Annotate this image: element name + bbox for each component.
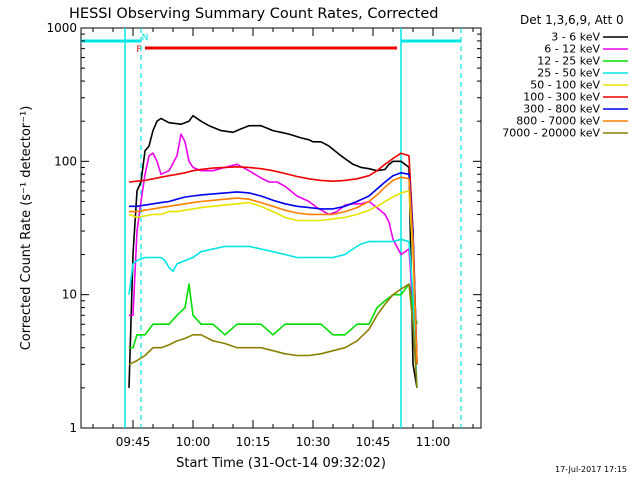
series-line-7 bbox=[129, 172, 418, 365]
legend-header: Det 1,3,6,9, Att 0 bbox=[520, 13, 624, 27]
series-line-1 bbox=[128, 114, 418, 389]
y-tick-label: 1 bbox=[69, 421, 77, 435]
series-line-8 bbox=[129, 176, 418, 365]
legend-label: 300 - 800 keV bbox=[523, 103, 600, 116]
flag-label-n: N bbox=[142, 33, 149, 43]
night-lines bbox=[124, 28, 462, 428]
x-tick-label: 11:00 bbox=[416, 435, 451, 449]
legend-label: 50 - 100 keV bbox=[530, 79, 600, 92]
x-tick-label: 10:00 bbox=[176, 435, 211, 449]
flag-bars: NF bbox=[81, 33, 461, 55]
series-line-3 bbox=[129, 283, 418, 349]
legend-label: 7000 - 20000 keV bbox=[502, 127, 600, 140]
legend-label: 25 - 50 keV bbox=[537, 67, 600, 80]
series-line-9 bbox=[128, 283, 418, 388]
plot-frame bbox=[80, 27, 482, 429]
legend-label: 6 - 12 keV bbox=[544, 43, 600, 56]
legend-label: 3 - 6 keV bbox=[551, 31, 600, 44]
y-axis: 1 10 100 1000 bbox=[46, 21, 481, 435]
series-line-4 bbox=[128, 238, 418, 388]
x-tick-label: 09:45 bbox=[116, 435, 151, 449]
legend-label: 12 - 25 keV bbox=[537, 55, 600, 68]
x-tick-label: 10:45 bbox=[356, 435, 391, 449]
series-line-5 bbox=[128, 190, 418, 365]
x-tick-label: 10:30 bbox=[296, 435, 331, 449]
legend-label: 100 - 300 keV bbox=[523, 91, 600, 104]
y-tick-label: 100 bbox=[54, 154, 77, 168]
series-line-6 bbox=[128, 152, 418, 365]
chart-title: HESSI Observing Summary Count Rates, Cor… bbox=[69, 6, 438, 22]
y-tick-label: 10 bbox=[62, 288, 77, 302]
series-line-2 bbox=[129, 133, 418, 325]
timestamp: 17-Jul-2017 17:15 bbox=[555, 465, 627, 474]
x-axis-label: Start Time (31-Oct-14 09:32:02) bbox=[176, 456, 386, 471]
x-axis: 09:45 10:00 10:15 10:30 10:45 11:00 bbox=[92, 28, 474, 449]
x-tick-label: 10:15 bbox=[236, 435, 271, 449]
legend-label: 800 - 7000 keV bbox=[516, 115, 600, 128]
flag-label-f: F bbox=[136, 45, 141, 55]
y-tick-label: 1000 bbox=[46, 21, 77, 35]
series-lines bbox=[128, 114, 418, 389]
y-axis-label: Corrected Count Rate (s⁻¹ detector⁻¹) bbox=[19, 106, 34, 351]
